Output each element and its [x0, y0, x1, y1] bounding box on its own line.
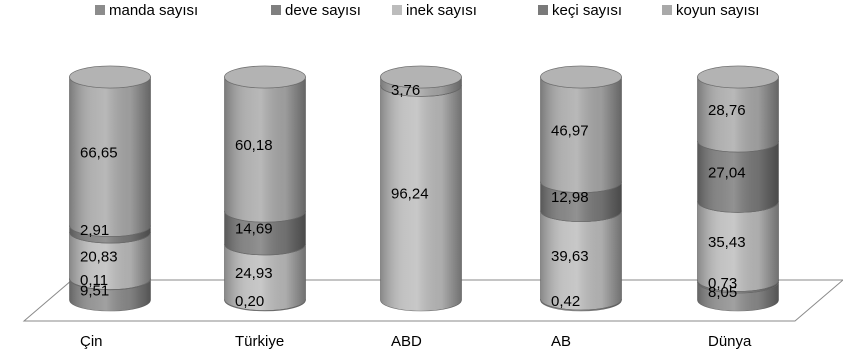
- cylinder-top-cap-cin: [69, 65, 151, 89]
- segment-boundary: [697, 281, 779, 294]
- legend-swatch-deve-sayisi: [271, 5, 281, 15]
- legend-label-koyun-sayisi: koyun sayısı: [676, 2, 759, 19]
- x-axis-labels: Çin Türkiye ABD AB Dünya: [80, 333, 752, 350]
- cylinder-top-cap-abd: [380, 65, 462, 89]
- cylinder-top-highlight: [380, 66, 462, 88]
- data-label-koyun-sayisi-dunya: 28,76: [708, 102, 746, 119]
- data-label-inek-sayisi-cin: 20,83: [80, 248, 118, 265]
- x-tick-label-dunya: Dünya: [708, 333, 752, 350]
- cylinder-top-cap-dunya: [697, 65, 779, 89]
- segment-boundary: [224, 299, 306, 311]
- cylinder-top-highlight: [224, 66, 306, 88]
- segment-boundary: [697, 141, 779, 153]
- legend: manda sayısı deve sayısı inek sayısı keçi s…: [95, 2, 759, 19]
- data-label-deve-sayisi-cin: 0,11: [80, 272, 108, 289]
- data-label-inek-sayisi-turkiye: 24,93: [235, 265, 273, 282]
- segment-boundary: [540, 210, 622, 223]
- cylinder-cin: 9,510,11 20,83 2,91 66,65: [69, 65, 151, 312]
- cylinder-abd: 96,24 3,76: [380, 65, 462, 312]
- cylinder-top-highlight: [697, 66, 779, 88]
- data-label-koyun-sayisi-turkiye: 60,18: [235, 137, 273, 154]
- cylinder-top-cap-turkiye: [224, 65, 306, 89]
- x-tick-label-abd: ABD: [391, 333, 422, 350]
- data-label-manda-sayisi-turkiye: 0,20: [235, 293, 264, 310]
- data-label-keci-sayisi-turkiye: 14,69: [235, 221, 273, 238]
- cylinder-top-highlight: [540, 66, 622, 88]
- data-label-keci-sayisi-dunya: 27,04: [708, 164, 746, 181]
- data-label-koyun-sayisi-cin: 66,65: [80, 144, 118, 161]
- segment-boundary: [224, 211, 306, 223]
- segment-boundary: [69, 225, 151, 237]
- data-label-inek-sayisi-dunya: 35,43: [708, 234, 746, 251]
- segment-boundary: [69, 278, 151, 290]
- data-label-keci-sayisi-cin: 2,91: [80, 222, 109, 239]
- data-label-deve-sayisi-dunya: 0,73: [708, 275, 737, 292]
- segment-boundary: [540, 181, 622, 194]
- x-tick-label-cin: Çin: [80, 333, 103, 350]
- cylinder-top-cap-ab: [540, 65, 622, 89]
- legend-swatch-manda-sayisi: [95, 5, 105, 15]
- legend-label-deve-sayisi: deve sayısı: [285, 2, 361, 19]
- data-label-inek-sayisi-abd: 96,24: [391, 186, 429, 203]
- x-tick-label-turkiye: Türkiye: [235, 333, 284, 350]
- data-label-manda-sayisi-cin: 9,51: [80, 282, 109, 299]
- data-label-koyun-sayisi-abd: 3,76: [391, 82, 420, 99]
- segment-boundary: [224, 243, 306, 256]
- legend-swatch-koyun-sayisi: [662, 5, 672, 15]
- data-label-koyun-sayisi-ab: 46,97: [551, 122, 589, 139]
- bars-group: 9,510,11 20,83 2,91 66,65 0,20 24,93 14,69 60,1…: [69, 65, 779, 312]
- legend-label-manda-sayisi: manda sayısı: [109, 2, 198, 19]
- legend-label-keci-sayisi: keçi sayısı: [552, 2, 622, 19]
- segment-boundary: [697, 201, 779, 213]
- cylinder-ab: 0,42 39,63 12,98 46,97: [540, 65, 622, 312]
- segment-boundary: [380, 85, 462, 97]
- segment-boundary: [540, 299, 622, 311]
- data-label-inek-sayisi-ab: 39,63: [551, 248, 589, 265]
- segment-boundary: [697, 280, 779, 292]
- x-tick-label-ab: AB: [551, 333, 571, 350]
- legend-swatch-keci-sayisi: [538, 5, 548, 15]
- cylinder-dunya: 8,050,73 35,43 27,04 28,76: [697, 65, 779, 312]
- legend-swatch-inek-sayisi: [392, 5, 402, 15]
- legend-label-inek-sayisi: inek sayısı: [406, 2, 477, 19]
- data-label-keci-sayisi-ab: 12,98: [551, 189, 589, 206]
- data-label-manda-sayisi-dunya: 8,05: [708, 284, 737, 301]
- segment-boundary: [69, 232, 151, 244]
- data-label-manda-sayisi-ab: 0,42: [551, 293, 580, 310]
- cylinder-turkiye: 0,20 24,93 14,69 60,18: [224, 65, 306, 312]
- cylinder-top-highlight: [69, 66, 151, 88]
